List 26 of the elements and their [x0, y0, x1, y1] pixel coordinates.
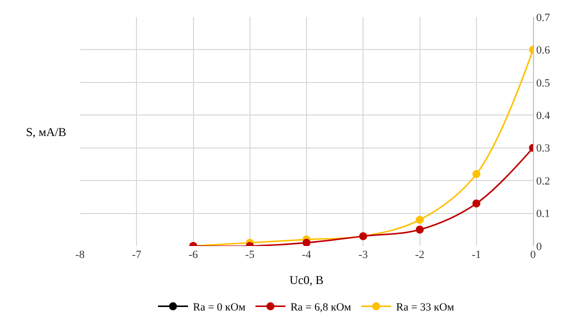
x-tick-label: -8 [75, 249, 86, 261]
y-tick-label: 0.6 [536, 44, 550, 57]
x-axis-title: Uc0, В [290, 272, 324, 287]
y-tick-label: 0.2 [536, 175, 550, 188]
x-tick-label: -7 [132, 249, 142, 261]
x-tick-label: -5 [245, 249, 255, 261]
point [472, 199, 480, 208]
x-tick-label: -2 [415, 249, 424, 261]
y-tick-label: 0 [536, 240, 542, 253]
y-tick-label: 0.4 [536, 110, 550, 122]
legend-label: Ra = 33 кОм [396, 302, 454, 314]
point [302, 238, 310, 246]
point [472, 170, 480, 178]
y-axis-title: S, мА/В [26, 125, 66, 139]
point [416, 216, 424, 224]
x-tick-label: -1 [472, 249, 481, 261]
y-tick-label: 0.1 [536, 208, 550, 220]
x-tick-label: -4 [302, 249, 312, 261]
legend-label: Ra = 6,8 кОм [290, 302, 352, 314]
y-tick-label: 0.7 [536, 12, 550, 24]
point [416, 226, 424, 234]
y-tick-label: 0.3 [536, 142, 550, 155]
legend-label: Ra = 0 кОм [193, 302, 246, 314]
y-tick-label: 0.5 [536, 77, 550, 90]
x-tick-label: -6 [188, 249, 198, 261]
x-tick-label: -3 [358, 249, 368, 261]
